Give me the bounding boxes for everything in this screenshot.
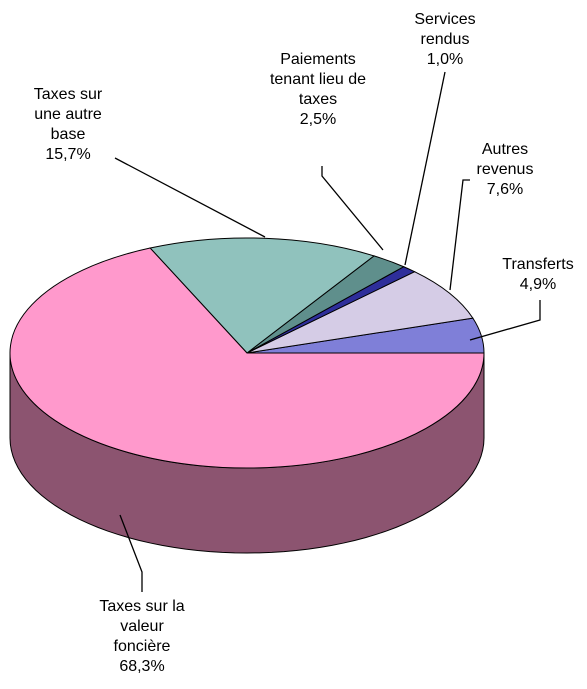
- category-label: Services rendus: [414, 11, 476, 48]
- leader-line: [469, 300, 541, 341]
- pie-slice: [9, 247, 485, 469]
- value-label: 1,0%: [426, 51, 464, 68]
- category-label: Transferts: [502, 256, 574, 273]
- value-label: 15,7%: [45, 146, 91, 163]
- category-label: Taxes sur la valeur foncière: [99, 598, 185, 655]
- pie-slice: [149, 237, 376, 354]
- category-label: Taxes sur une autre base: [33, 86, 103, 143]
- slice-label: Taxes sur une autre base 15,7%: [28, 85, 108, 165]
- leader-line: [404, 71, 446, 266]
- leader-line: [449, 179, 470, 291]
- pie-slice: [246, 271, 474, 354]
- leader-line: [119, 514, 143, 592]
- slice-label: Services rendus 1,0%: [408, 10, 483, 70]
- leader-line: [114, 157, 266, 238]
- slice-label: Paiements tenant lieu de taxes 2,5%: [262, 50, 374, 130]
- value-label: 7,6%: [486, 181, 524, 198]
- value-label: 68,3%: [119, 658, 165, 675]
- value-label: 2,5%: [299, 111, 337, 128]
- slice-label: Autres revenus 7,6%: [470, 140, 540, 200]
- slice-label: Taxes sur la valeur foncière 68,3%: [94, 597, 190, 677]
- value-label: 4,9%: [519, 276, 557, 293]
- slice-label: Transferts 4,9%: [488, 255, 587, 295]
- leader-line: [321, 166, 384, 251]
- category-label: Paiements tenant lieu de taxes: [269, 51, 367, 108]
- category-label: Autres revenus: [476, 141, 534, 178]
